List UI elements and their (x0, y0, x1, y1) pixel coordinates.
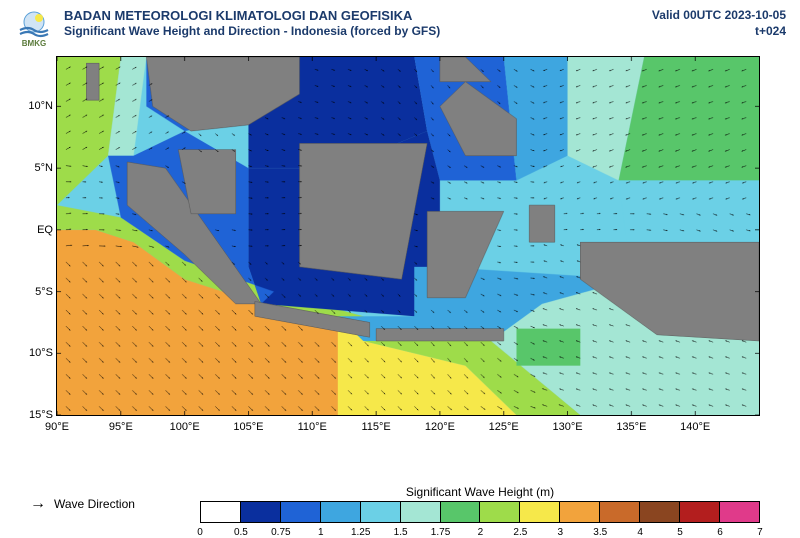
svg-text:BMKG: BMKG (22, 39, 46, 48)
colorbar-segment: 7 (720, 502, 759, 522)
colorbar-segment: 00.5 (201, 502, 241, 522)
colorbar-segment: 6 (680, 502, 720, 522)
footer: → Wave Direction Significant Wave Height… (0, 485, 800, 523)
y-axis-tick: 15°S (13, 409, 53, 421)
y-axis-tick: 10°N (13, 100, 53, 112)
wave-direction-label: Wave Direction (54, 497, 135, 511)
x-axis-tick: 110°E (298, 421, 327, 433)
x-axis-tick: 100°E (170, 421, 200, 433)
y-axis-tick: 5°N (13, 162, 53, 174)
x-axis-tick: 90°E (45, 421, 69, 433)
colorbar-segment: 1.5 (361, 502, 401, 522)
wave-map-canvas (57, 57, 759, 415)
valid-block: Valid 00UTC 2023-10-05 t+024 (652, 8, 786, 39)
colorbar-segment: 5 (640, 502, 680, 522)
x-axis-tick: 95°E (109, 421, 133, 433)
x-axis-tick: 105°E (233, 421, 263, 433)
lead-time: t+024 (652, 24, 786, 40)
colorbar-segment: 4 (600, 502, 640, 522)
colorbar-block: Significant Wave Height (m) 00.50.7511.2… (200, 485, 800, 523)
colorbar-segment: 2 (441, 502, 481, 522)
colorbar: 00.50.7511.251.51.7522.533.54567 (200, 501, 760, 523)
x-axis-tick: 130°E (552, 421, 582, 433)
x-axis-tick: 125°E (489, 421, 519, 433)
valid-time: Valid 00UTC 2023-10-05 (652, 8, 786, 24)
wave-direction-legend: → Wave Direction (0, 496, 200, 512)
colorbar-segment: 3 (520, 502, 560, 522)
x-axis-tick: 135°E (616, 421, 646, 433)
arrow-icon: → (30, 496, 46, 512)
y-axis-tick: EQ (13, 224, 53, 236)
x-axis-tick: 115°E (361, 421, 390, 433)
colorbar-segment: 1.25 (321, 502, 361, 522)
product-title: Significant Wave Height and Direction - … (64, 24, 642, 38)
colorbar-segment: 1 (281, 502, 321, 522)
x-axis-tick: 120°E (425, 421, 455, 433)
map-frame: 10°N5°NEQ5°S10°S15°S90°E95°E100°E105°E11… (56, 56, 760, 416)
colorbar-title: Significant Wave Height (m) (200, 485, 760, 499)
org-title: BADAN METEOROLOGI KLIMATOLOGI DAN GEOFIS… (64, 8, 642, 24)
colorbar-segment: 1.75 (401, 502, 441, 522)
colorbar-segment: 3.5 (560, 502, 600, 522)
title-block: BADAN METEOROLOGI KLIMATOLOGI DAN GEOFIS… (64, 8, 642, 38)
bmkg-logo: BMKG (14, 8, 54, 48)
y-axis-tick: 10°S (13, 347, 53, 359)
colorbar-segment: 0.75 (241, 502, 281, 522)
y-axis-tick: 5°S (13, 286, 53, 298)
header: BMKG BADAN METEOROLOGI KLIMATOLOGI DAN G… (0, 0, 800, 52)
x-axis-tick: 140°E (680, 421, 710, 433)
colorbar-segment: 2.5 (480, 502, 520, 522)
